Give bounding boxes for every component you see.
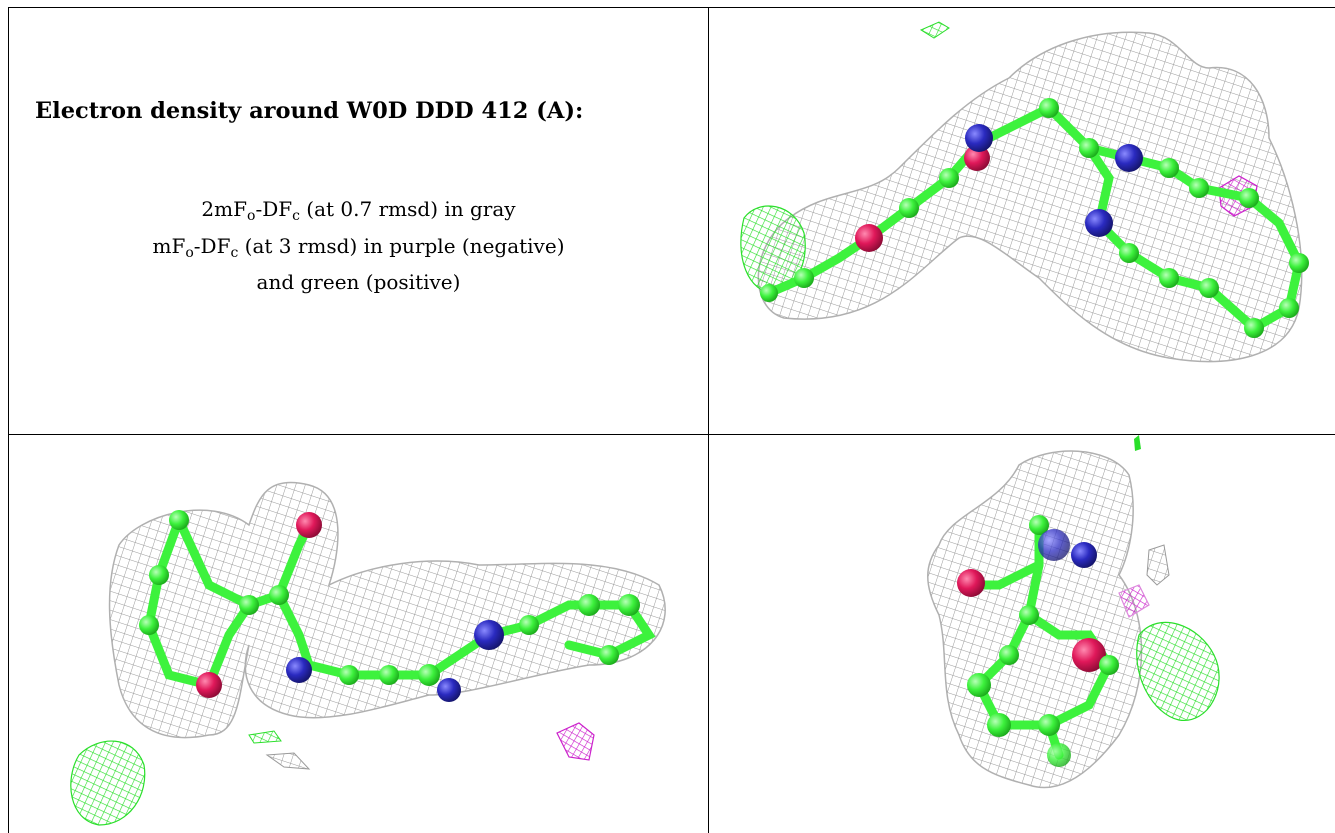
gray-density-small [265, 752, 311, 770]
description-line-2: mFo-DFc (at 3 rmsd) in purple (negative) [152, 233, 565, 261]
green-density-blob [70, 740, 146, 826]
density-render-3 [927, 435, 1220, 789]
figure-description: 2mFo-DFc (at 0.7 rmsd) in gray mFo-DFc (… [9, 195, 708, 298]
table-border-left [8, 7, 9, 833]
description-line-1: 2mFo-DFc (at 0.7 rmsd) in gray [201, 197, 516, 224]
density-view-bottom-left [9, 435, 708, 833]
density-view-bottom-right [709, 435, 1335, 833]
ligand-atoms [957, 515, 1119, 767]
green-density-blob [1136, 621, 1220, 721]
figure-title: Electron density around W0D DDD 412 (A): [35, 98, 584, 124]
caption-cell: Electron density around W0D DDD 412 (A):… [9, 7, 708, 434]
gray-density-small [1146, 544, 1170, 586]
density-view-top-right [709, 8, 1335, 434]
purple-density-blob [1118, 584, 1150, 618]
ligand-atoms [139, 510, 640, 702]
density-render-2 [70, 481, 666, 826]
gray-density-mesh [108, 481, 666, 739]
description-line-3: and green (positive) [256, 270, 461, 294]
table-border-top [8, 7, 1335, 8]
density-render-1 [740, 21, 1309, 363]
table-divider-vertical [708, 7, 709, 833]
green-density-small [1134, 435, 1141, 451]
table-divider-horizontal [8, 434, 1335, 435]
purple-density-blob [556, 722, 595, 761]
green-density-small [919, 21, 950, 39]
ligand-atoms [760, 98, 1309, 338]
green-density-small [248, 730, 282, 744]
